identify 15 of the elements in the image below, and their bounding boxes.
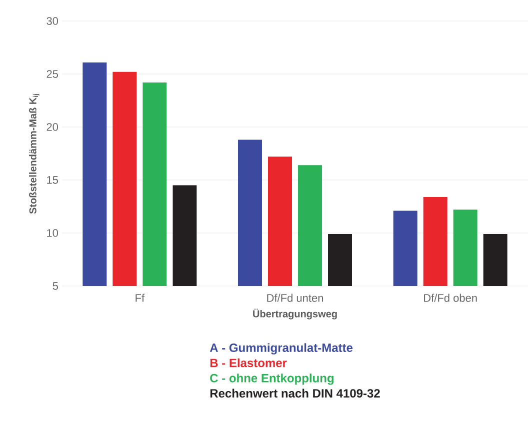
y-axis-title: Stoßstellendämm-Maß K$_{ij}$ (29, 94, 40, 214)
text: Rechenwert nach DIN 4109-32 (210, 388, 380, 398)
text: C - ohne Entkopplung (210, 374, 334, 385)
x-tick-label: Df/Fd oben (424, 294, 477, 302)
x-axis-title: Übertragungsweg (253, 308, 337, 320)
x-tick-label: Df/Fd unten (267, 294, 324, 302)
y-tick-label: 30 (46, 17, 58, 25)
y-tick-label: 25 (46, 70, 58, 78)
text: B - Elastomer (210, 358, 287, 368)
y-tick-label: 5 (52, 282, 58, 290)
y-tick-label: 15 (47, 176, 58, 184)
y-tick-label: 20 (46, 123, 58, 131)
x-tick-label: Ff (136, 294, 145, 302)
text: A - Gummigranulat-Matte (210, 343, 353, 354)
y-tick-label: 10 (47, 229, 58, 237)
